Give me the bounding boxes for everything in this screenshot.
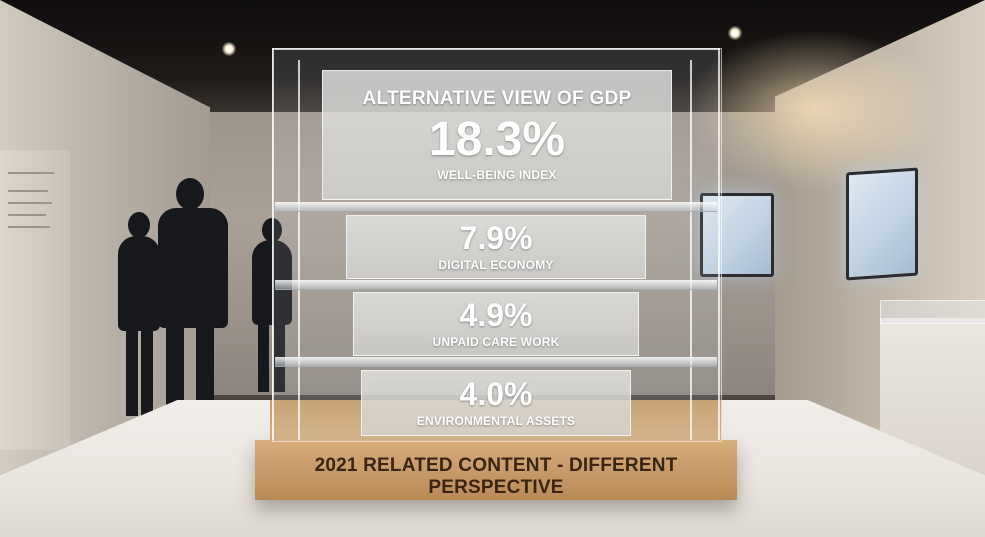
tier-label: UNPAID CARE WORK bbox=[432, 335, 560, 349]
case-edge bbox=[718, 48, 720, 440]
tier-label: WELL-BEING INDEX bbox=[437, 168, 557, 182]
display-pedestal-glass bbox=[880, 300, 985, 324]
acrylic-shelf bbox=[275, 280, 717, 290]
case-edge bbox=[272, 48, 720, 50]
ceiling-light bbox=[728, 26, 742, 40]
tier-panel: 4.9% UNPAID CARE WORK bbox=[353, 292, 639, 356]
tier-value: 7.9% bbox=[459, 220, 533, 256]
case-edge bbox=[272, 48, 274, 440]
acrylic-shelf bbox=[275, 202, 717, 212]
tier-panel-top: ALTERNATIVE VIEW OF GDP 18.3% WELL-BEING… bbox=[322, 70, 672, 200]
base-label: 2021 RELATED CONTENT - DIFFERENT PERSPEC… bbox=[314, 455, 678, 498]
wall-text-line bbox=[8, 172, 54, 174]
wall-text-line bbox=[8, 202, 52, 204]
ceiling-light bbox=[222, 42, 236, 56]
tier-panel: 7.9% DIGITAL ECONOMY bbox=[346, 215, 646, 279]
tier-value: 18.3% bbox=[428, 113, 566, 166]
exhibit-title: ALTERNATIVE VIEW OF GDP bbox=[362, 88, 632, 109]
wooden-base bbox=[255, 440, 737, 500]
wall-screen bbox=[846, 167, 918, 281]
tier-panel: 4.0% ENVIRONMENTAL ASSETS bbox=[361, 370, 631, 436]
wall-text-line bbox=[8, 214, 46, 216]
wall-text-line bbox=[8, 226, 50, 228]
wall-text-panel bbox=[0, 150, 70, 450]
acrylic-shelf bbox=[275, 357, 717, 367]
wall-screen bbox=[700, 193, 774, 277]
warm-light-glow bbox=[685, 30, 945, 190]
wall-text-line bbox=[8, 190, 48, 192]
tier-value: 4.9% bbox=[459, 297, 533, 333]
case-edge bbox=[690, 60, 692, 440]
case-edge bbox=[298, 60, 300, 440]
tier-value: 4.0% bbox=[459, 376, 533, 412]
tier-label: DIGITAL ECONOMY bbox=[438, 258, 554, 272]
tier-label: ENVIRONMENTAL ASSETS bbox=[416, 414, 576, 428]
